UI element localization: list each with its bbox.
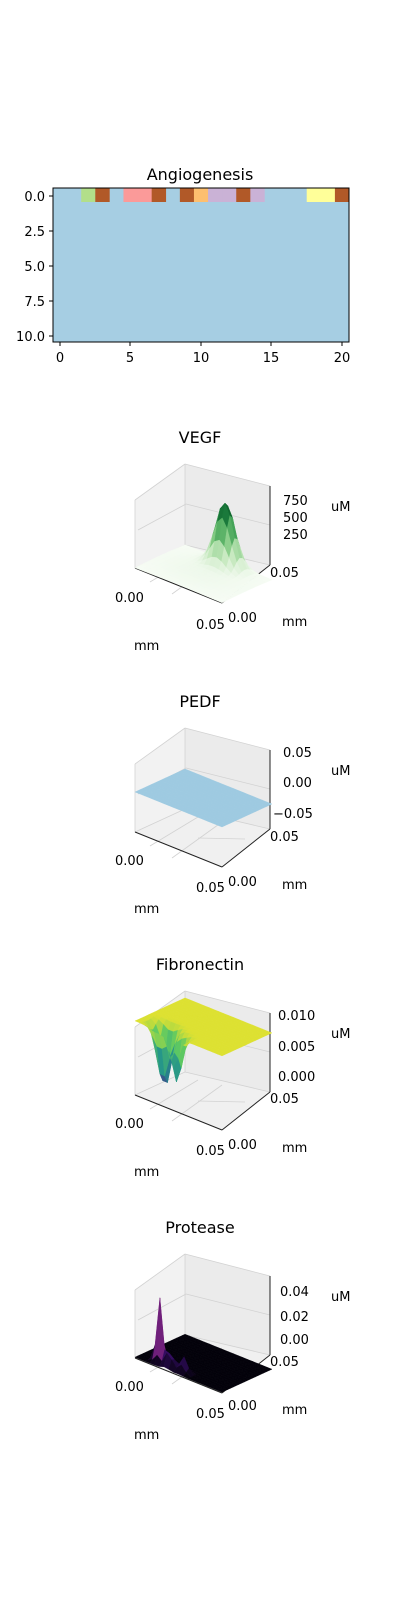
pedf-x-tick-label: 0.05	[196, 881, 225, 896]
protease-y-tick-label: 0.00	[228, 1399, 257, 1414]
heatmap-cell	[334, 188, 350, 202]
surface-facet	[216, 1052, 226, 1057]
heatmap-y-tick-label: 0.0	[24, 190, 45, 205]
heatmap-background	[53, 188, 349, 342]
fibronectin-z-tick-label: 0.010	[278, 1009, 315, 1024]
protease-y-axis-label: mm	[282, 1403, 307, 1418]
vegf-z-axis-label: uM	[331, 500, 350, 515]
vegf-x-tick-label: 0.00	[115, 591, 144, 606]
fibronectin-y-axis-label: mm	[282, 1141, 307, 1156]
protease-y-tick-label: 0.05	[270, 1355, 299, 1370]
vegf-y-axis-label: mm	[282, 615, 307, 630]
heatmap-y-tick-label: 5.0	[24, 260, 45, 275]
protease-z-tick-label: 0.00	[280, 1333, 309, 1348]
heatmap-cell	[320, 188, 336, 202]
heatmap-x-tick-label: 5	[126, 351, 134, 366]
vegf-y-tick-label: 0.00	[228, 611, 257, 626]
angiogenesis-title: Angiogenesis	[147, 165, 254, 184]
protease-panel: Protease 0.04 0.02 0.00 uM 0.05 0.00 mm …	[115, 1218, 350, 1443]
heatmap-y-tick-label: 7.5	[24, 295, 45, 310]
protease-z-tick-label: 0.04	[280, 1285, 309, 1300]
pedf-x-tick-label: 0.00	[115, 854, 144, 869]
protease-title: Protease	[165, 1218, 234, 1237]
heatmap-x-tick-label: 0	[56, 351, 64, 366]
fibronectin-y-tick-label: 0.00	[228, 1138, 257, 1153]
pedf-z-tick-label: −0.05	[273, 807, 313, 822]
fibronectin-x-axis-label: mm	[134, 1165, 159, 1180]
heatmap-cell	[306, 188, 322, 202]
fibronectin-panel: Fibronectin 0.010 0.005 0.000 uM 0.05 0.…	[115, 955, 350, 1180]
heatmap-cell	[236, 188, 251, 202]
fibronectin-x-tick-label: 0.00	[115, 1117, 144, 1132]
vegf-z-tick-label: 750	[283, 494, 308, 509]
heatmap-cell	[137, 188, 152, 202]
heatmap-cell	[208, 188, 223, 202]
vegf-y-tick-label: 0.05	[270, 566, 299, 581]
heatmap-y-tick-label: 2.5	[24, 225, 45, 240]
vegf-title: VEGF	[179, 428, 222, 447]
heatmap-cell	[250, 188, 265, 202]
pedf-title: PEDF	[179, 692, 220, 711]
heatmap-cells	[53, 188, 350, 342]
pedf-surface	[134, 768, 273, 828]
protease-z-tick-label: 0.02	[280, 1310, 309, 1325]
protease-surface	[134, 1297, 273, 1393]
surface-facet	[216, 599, 226, 604]
pedf-z-tick-label: 0.00	[283, 776, 312, 791]
pedf-y-tick-label: 0.00	[228, 875, 257, 890]
pedf-y-axis-label: mm	[282, 878, 307, 893]
fibronectin-y-tick-label: 0.05	[270, 1092, 299, 1107]
pedf-y-tick-label: 0.05	[270, 830, 299, 845]
protease-x-axis-label: mm	[134, 1428, 159, 1443]
protease-x-tick-label: 0.00	[115, 1380, 144, 1395]
heatmap-x-tick-label: 15	[263, 351, 280, 366]
vegf-surface	[134, 502, 273, 604]
heatmap-y-ticks: 0.0 2.5 5.0 7.5 10.0	[16, 190, 53, 345]
heatmap-cell	[95, 188, 110, 202]
heatmap-cell	[81, 188, 96, 202]
pedf-panel: PEDF 0.05 0.00 −0.05 uM 0.05 0.00 mm 0.0…	[115, 692, 350, 917]
fibronectin-z-axis-label: uM	[331, 1027, 350, 1042]
fibronectin-z-tick-label: 0.000	[278, 1070, 315, 1085]
heatmap-y-tick-label: 10.0	[16, 330, 45, 345]
heatmap-x-tick-label: 20	[334, 351, 351, 366]
pedf-z-tick-label: 0.05	[283, 746, 312, 761]
vegf-z-tick-label: 500	[283, 511, 308, 526]
heatmap-cell	[123, 188, 138, 202]
heatmap-cell	[222, 188, 237, 202]
protease-x-tick-label: 0.05	[196, 1407, 225, 1422]
vegf-x-tick-label: 0.05	[196, 618, 225, 633]
fibronectin-z-tick-label: 0.005	[278, 1040, 315, 1055]
vegf-panel: VEGF 750 500 250 uM 0.05 0.00 mm 0.00 0.…	[115, 428, 350, 654]
fibronectin-title: Fibronectin	[156, 955, 244, 974]
heatmap-cell	[193, 188, 209, 202]
heatmap-x-tick-label: 10	[193, 351, 210, 366]
angiogenesis-panel: Angiogenesis 0.0 2.5 5.0 7.5 10.0 0 5 10…	[16, 165, 350, 366]
protease-z-axis-label: uM	[331, 1290, 350, 1305]
vegf-x-axis-label: mm	[134, 639, 159, 654]
vegf-z-tick-label: 250	[283, 528, 308, 543]
pedf-z-axis-label: uM	[331, 764, 350, 779]
surface-facet	[216, 823, 226, 828]
heatmap-x-ticks: 0 5 10 15 20	[56, 342, 350, 366]
surface-facet	[216, 1388, 226, 1393]
heatmap-cell	[179, 188, 195, 202]
fibronectin-surface	[134, 997, 273, 1084]
pedf-x-axis-label: mm	[134, 902, 159, 917]
fibronectin-x-tick-label: 0.05	[196, 1144, 225, 1159]
heatmap-cell	[151, 188, 167, 202]
